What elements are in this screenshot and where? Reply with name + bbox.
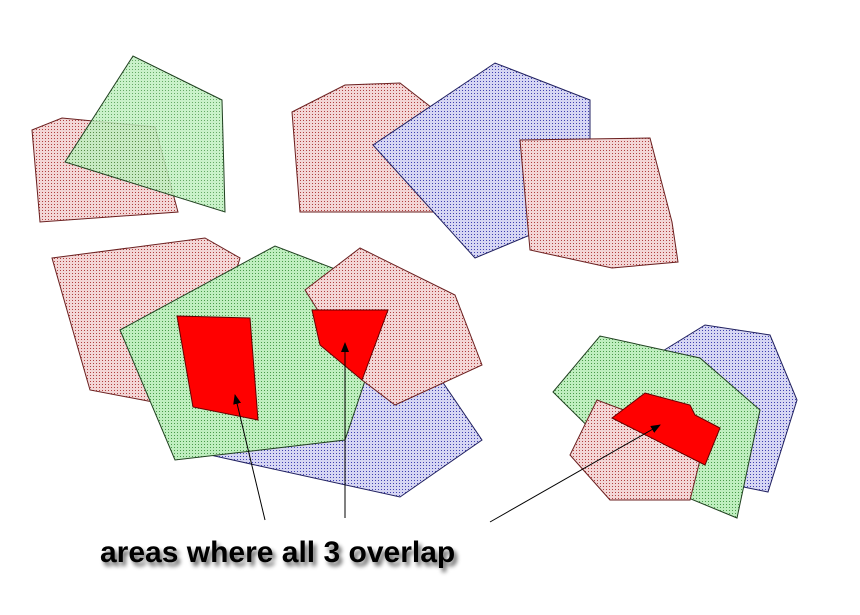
annotation: areas where all 3 overlap <box>100 536 455 569</box>
group-3 <box>51 237 483 498</box>
group-4 <box>552 324 798 519</box>
group-2 <box>291 62 679 269</box>
polygon <box>519 137 679 269</box>
group-1 <box>31 55 226 223</box>
overlap-area <box>311 309 389 381</box>
polygon <box>64 55 226 213</box>
arrow <box>233 394 266 521</box>
overlap-area <box>176 315 259 421</box>
overlap-area <box>611 392 721 466</box>
arrow <box>489 424 661 523</box>
